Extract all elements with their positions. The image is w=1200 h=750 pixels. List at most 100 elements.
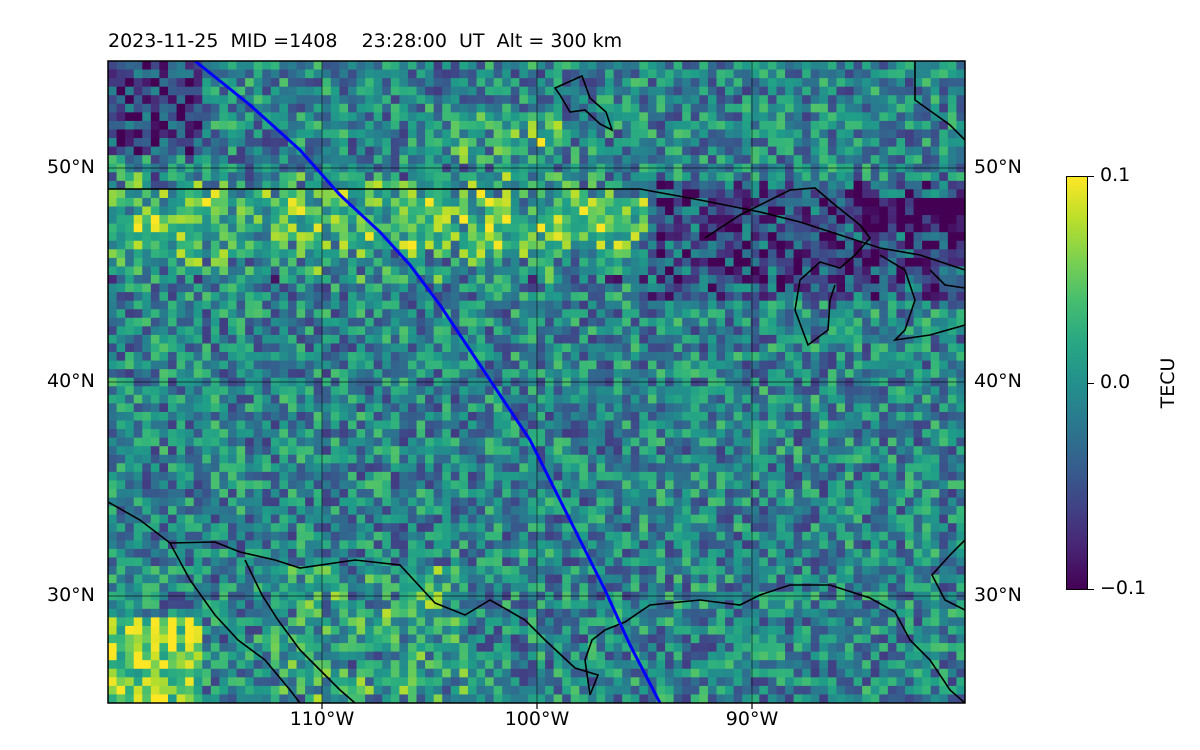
tec-cell bbox=[125, 352, 135, 362]
tec-cell bbox=[510, 240, 520, 250]
tec-cell bbox=[810, 197, 820, 208]
tec-cell bbox=[630, 283, 640, 293]
tec-cell bbox=[896, 86, 906, 96]
tec-cell bbox=[956, 411, 965, 422]
tec-cell bbox=[373, 454, 383, 464]
tec-cell bbox=[356, 394, 366, 404]
tec-cell bbox=[879, 309, 889, 319]
tec-cell bbox=[647, 189, 658, 199]
tec-cell bbox=[613, 103, 623, 113]
tec-cell bbox=[956, 292, 965, 302]
tec-cell bbox=[905, 437, 915, 447]
tec-cell bbox=[656, 129, 666, 139]
tec-cell bbox=[313, 103, 323, 113]
tec-cell bbox=[425, 429, 435, 439]
tec-cell bbox=[879, 240, 889, 250]
tec-cell bbox=[519, 232, 529, 242]
tec-cell bbox=[176, 326, 186, 336]
tec-cell bbox=[836, 352, 846, 362]
tec-cell bbox=[287, 309, 298, 319]
tec-cell bbox=[476, 420, 486, 430]
tec-cell bbox=[142, 112, 152, 122]
tec-cell bbox=[433, 394, 443, 404]
tec-cell bbox=[673, 257, 683, 268]
tec-cell bbox=[339, 266, 349, 276]
tec-cell bbox=[776, 360, 786, 370]
tec-cell bbox=[656, 240, 666, 250]
tec-cell bbox=[759, 429, 769, 439]
tec-cell bbox=[116, 61, 126, 71]
tec-cell bbox=[939, 155, 949, 165]
tec-cell bbox=[545, 257, 555, 268]
tec-cell bbox=[785, 172, 795, 182]
tec-cell bbox=[887, 437, 898, 447]
tec-cell bbox=[347, 197, 358, 208]
tec-cell bbox=[253, 480, 263, 490]
tec-cell bbox=[587, 223, 598, 233]
tec-cell bbox=[262, 283, 272, 293]
tec-cells bbox=[108, 61, 965, 703]
tec-cell bbox=[665, 275, 675, 285]
tec-cell bbox=[527, 446, 538, 456]
tec-cell bbox=[939, 446, 949, 456]
tec-cell bbox=[656, 249, 666, 259]
tec-cell bbox=[639, 61, 649, 71]
tec-cell bbox=[347, 172, 358, 182]
tec-cell bbox=[767, 197, 778, 208]
tec-cell bbox=[185, 326, 195, 336]
tec-cell bbox=[519, 334, 529, 345]
tec-cell bbox=[502, 446, 512, 456]
tec-cell bbox=[467, 394, 478, 404]
tec-cell bbox=[930, 292, 940, 302]
tec-cell bbox=[750, 197, 760, 208]
tec-cell bbox=[133, 155, 143, 165]
tec-cell bbox=[707, 352, 718, 362]
tec-cell bbox=[682, 155, 692, 165]
tec-cell bbox=[630, 78, 640, 88]
tec-cell bbox=[742, 138, 752, 148]
tec-cell bbox=[802, 454, 812, 464]
tec-cell bbox=[210, 257, 221, 268]
tec-cell bbox=[219, 61, 229, 71]
tec-cell bbox=[570, 292, 580, 302]
tec-cell bbox=[185, 223, 195, 233]
tec-cell bbox=[553, 95, 563, 105]
tec-cell bbox=[759, 300, 769, 310]
tec-cell bbox=[416, 463, 426, 473]
tec-cell bbox=[347, 206, 358, 216]
tec-cell bbox=[193, 343, 203, 353]
tec-cell bbox=[587, 103, 598, 113]
tec-cell bbox=[759, 411, 769, 422]
tec-cell bbox=[116, 69, 126, 79]
tec-cell bbox=[905, 403, 915, 413]
tec-cell bbox=[365, 471, 375, 482]
tec-cell bbox=[776, 403, 786, 413]
tec-cell bbox=[622, 86, 632, 96]
tec-cell bbox=[279, 386, 289, 396]
tec-cell bbox=[725, 223, 735, 233]
tec-cell bbox=[476, 155, 486, 165]
tec-cell bbox=[202, 95, 212, 105]
tec-cell bbox=[639, 429, 649, 439]
tec-cell bbox=[939, 411, 949, 422]
tec-cell bbox=[339, 275, 349, 285]
tec-cell bbox=[682, 138, 692, 148]
tec-cell bbox=[733, 146, 743, 156]
tec-cell bbox=[733, 129, 743, 139]
tec-cell bbox=[416, 129, 426, 139]
tec-cell bbox=[450, 146, 460, 156]
tec-cell bbox=[819, 471, 829, 482]
tec-cell bbox=[425, 300, 435, 310]
tec-cell bbox=[939, 197, 949, 208]
tec-cell bbox=[116, 257, 126, 268]
tec-cell bbox=[716, 172, 726, 182]
tec-cell bbox=[956, 326, 965, 336]
tec-cell bbox=[930, 257, 940, 268]
tec-cell bbox=[545, 103, 555, 113]
tec-cell bbox=[356, 249, 366, 259]
tec-cell bbox=[785, 429, 795, 439]
tec-cell bbox=[176, 437, 186, 447]
tec-cell bbox=[502, 95, 512, 105]
tec-cell bbox=[502, 275, 512, 285]
tec-cell bbox=[853, 437, 863, 447]
